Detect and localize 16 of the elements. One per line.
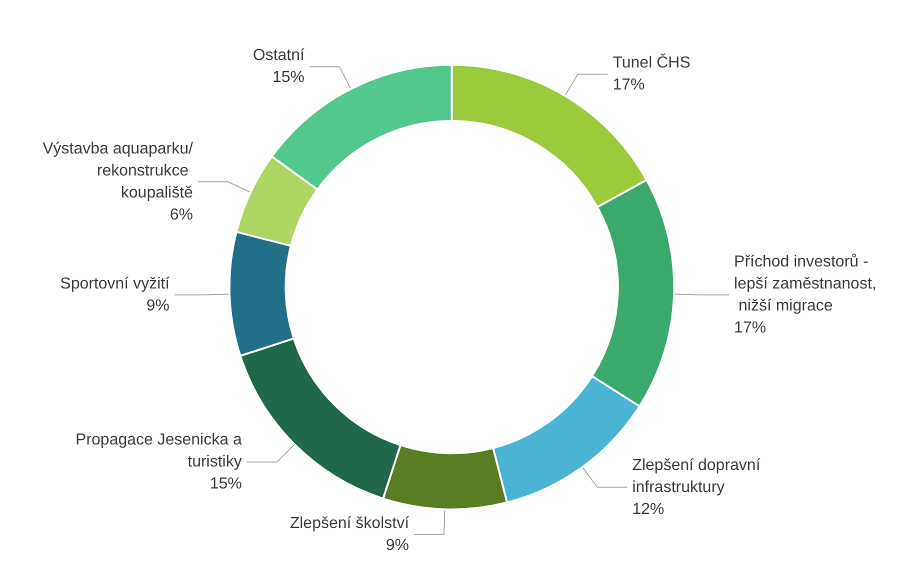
- data-label: 17%: [734, 319, 766, 336]
- data-label: 12%: [632, 500, 664, 518]
- slice-label: Zlepšení dopravní infrastruktury: [632, 456, 765, 496]
- slice-label: Výstavba aquaparku/rekonstrukce koupaliště: [42, 140, 194, 202]
- data-label: 15%: [272, 69, 304, 86]
- data-label: 15%: [210, 476, 242, 493]
- slice-label: Tunel ČHS: [612, 54, 690, 72]
- data-label: 6%: [170, 206, 193, 224]
- slice-label: Zlepšení školství: [290, 514, 410, 532]
- slice-label: Ostatní: [252, 47, 306, 64]
- data-label: 9%: [386, 536, 410, 554]
- slice-label: Příchod investorů - lepší zaměstnanost, nižší migrace: [734, 253, 876, 314]
- data-label: 17%: [612, 76, 645, 94]
- slice-label: Propagace Jesenicka a turistiky: [76, 432, 242, 471]
- slice-label: Sportovní vyžití: [60, 275, 170, 292]
- data-label: 9%: [146, 297, 170, 314]
